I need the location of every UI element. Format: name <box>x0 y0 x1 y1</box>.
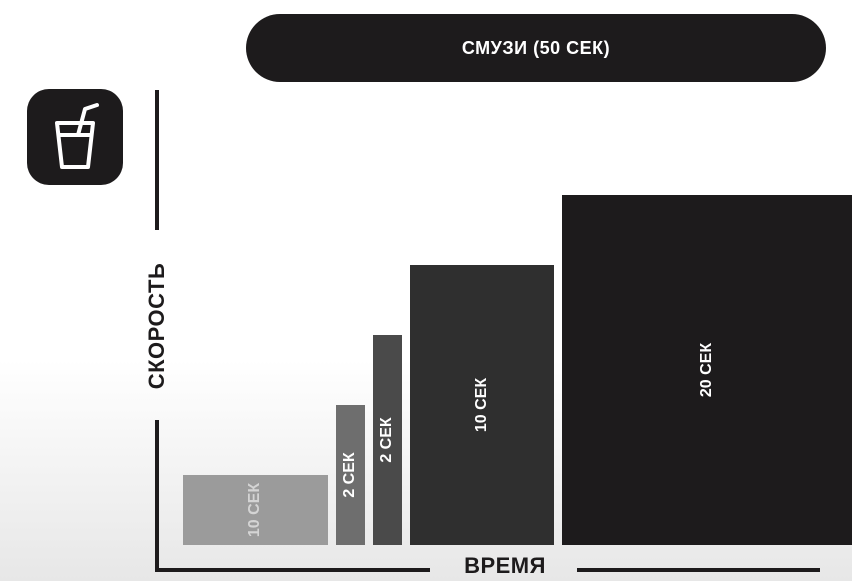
x-axis-line-right <box>577 568 820 572</box>
drink-glass-icon <box>27 89 123 185</box>
chart-bar: 20 СЕК <box>562 195 852 545</box>
x-axis-label: ВРЕМЯ <box>464 553 546 578</box>
chart-title-pill: СМУЗИ (50 СЕК) <box>246 14 826 82</box>
bar-duration-label: 10 СЕК <box>246 482 264 538</box>
y-axis-line-top <box>155 90 159 230</box>
y-axis-line-bottom <box>155 420 159 570</box>
chart-title: СМУЗИ (50 СЕК) <box>461 37 611 58</box>
drink-glass-icon-svg <box>55 103 99 169</box>
chart-bar: 2 СЕК <box>372 335 402 545</box>
x-axis-line-left <box>155 568 430 572</box>
bar-duration-label: 2 СЕК <box>378 417 396 463</box>
chart-bar: 2 СЕК <box>335 405 365 545</box>
chart-bar: 10 СЕК <box>409 265 555 545</box>
bar-duration-label: 20 СЕК <box>698 342 716 398</box>
bar-duration-label: 10 СЕК <box>473 377 491 433</box>
chart-bar: 10 СЕК <box>183 475 328 545</box>
bar-duration-label: 2 СЕК <box>341 452 359 498</box>
